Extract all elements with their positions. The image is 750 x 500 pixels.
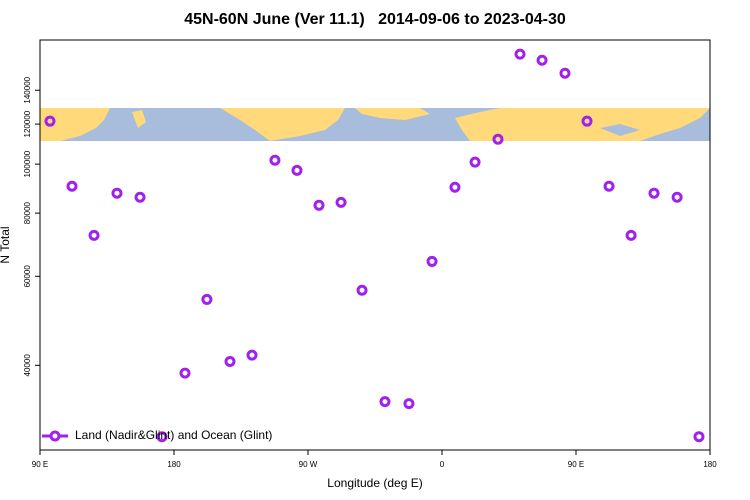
point: [269, 154, 281, 166]
x-tick-label: 90 E: [568, 460, 584, 469]
point: [469, 156, 481, 168]
point: [179, 367, 191, 379]
point: [88, 229, 100, 241]
point: [536, 54, 548, 66]
y-tick-label: 80000: [23, 201, 32, 224]
point: [379, 396, 391, 408]
point: [134, 191, 146, 203]
point: [671, 191, 683, 203]
land: [132, 110, 146, 128]
x-tick-label: 180: [167, 460, 181, 469]
point: [514, 48, 526, 60]
point: [44, 115, 56, 127]
point: [111, 187, 123, 199]
point: [693, 431, 705, 443]
point: [648, 187, 660, 199]
y-tick-label: 120000: [23, 110, 32, 137]
point: [581, 115, 593, 127]
point: [449, 181, 461, 193]
y-tick-label: 40000: [23, 354, 32, 377]
legend-marker: [49, 430, 61, 442]
point: [246, 349, 258, 361]
point: [603, 180, 615, 192]
point: [492, 133, 504, 145]
x-tick-label: 0: [440, 460, 445, 469]
y-tick-label: 140000: [23, 76, 32, 103]
point: [313, 199, 325, 211]
x-tick-label: 90 E: [32, 460, 48, 469]
plot-frame: [39, 39, 711, 451]
sea: [600, 124, 640, 136]
point: [66, 180, 78, 192]
point: [156, 431, 168, 443]
point: [356, 284, 368, 296]
point: [291, 164, 303, 176]
point: [335, 196, 347, 208]
x-axis-label: Longitude (deg E): [327, 476, 422, 490]
x-tick-label: 180: [703, 460, 717, 469]
land: [40, 108, 110, 141]
point: [224, 356, 236, 368]
y-axis-label: N Total: [0, 226, 12, 263]
point: [403, 398, 415, 410]
land: [455, 108, 710, 141]
y-tick-label: 100000: [23, 150, 32, 177]
y-tick-label: 60000: [23, 265, 32, 288]
x-tick-label: 90 W: [299, 460, 318, 469]
chart-title: 45N-60N June (Ver 11.1) 2014-09-06 to 20…: [184, 11, 566, 28]
point: [625, 229, 637, 241]
point: [559, 67, 571, 79]
point: [201, 293, 213, 305]
legend-label: Land (Nadir&Glint) and Ocean (Glint): [75, 428, 272, 442]
map-band: [40, 108, 710, 141]
land: [355, 108, 430, 120]
land: [220, 108, 345, 141]
point: [426, 255, 438, 267]
